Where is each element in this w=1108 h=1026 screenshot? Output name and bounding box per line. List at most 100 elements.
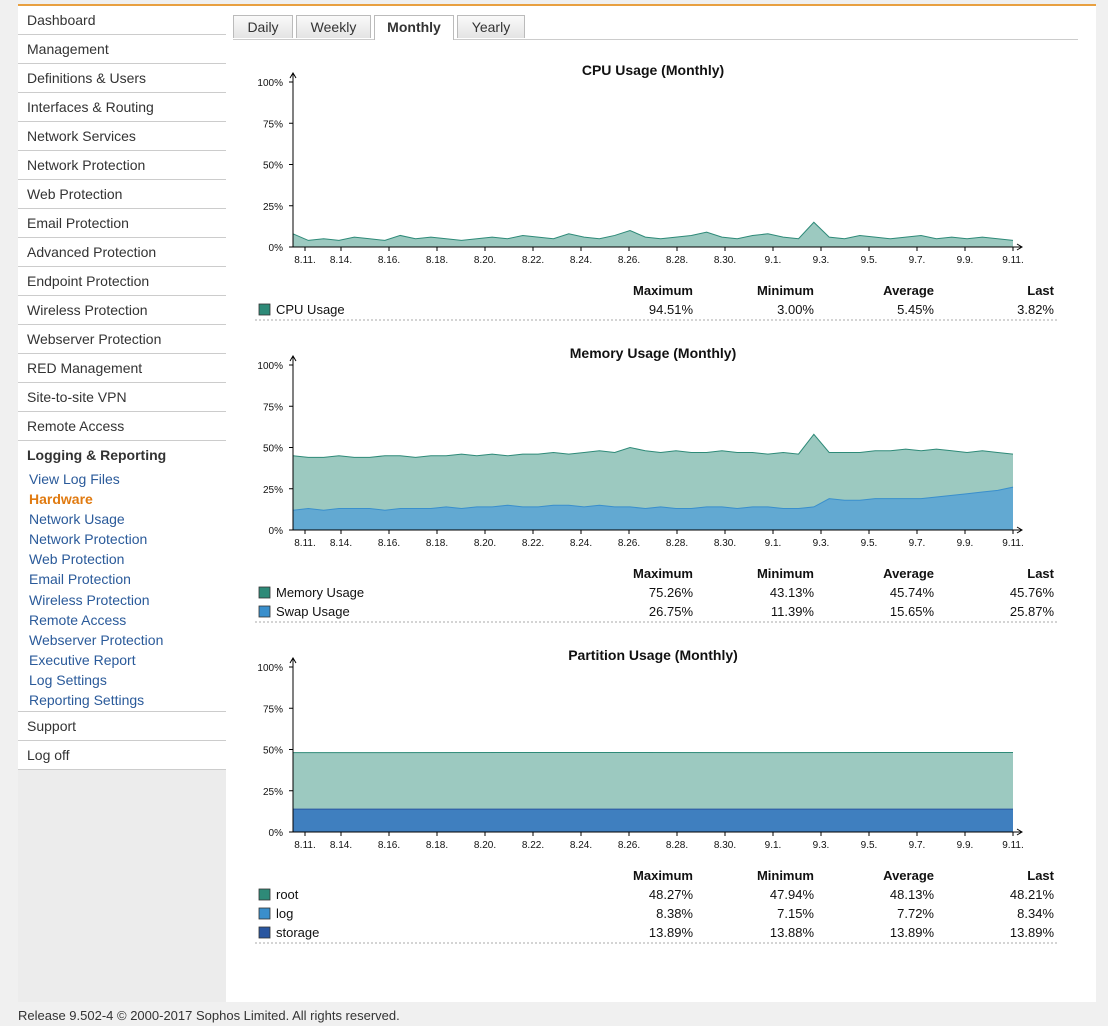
y-tick-label: 0% bbox=[269, 828, 284, 839]
x-tick-label: 8.28. bbox=[666, 538, 688, 549]
x-tick-label: 8.22. bbox=[522, 538, 544, 549]
tab[interactable]: Weekly bbox=[296, 15, 371, 38]
submenu-item[interactable]: Wireless Protection bbox=[29, 591, 150, 608]
stat-value: 13.88% bbox=[770, 925, 815, 940]
legend-label: CPU Usage bbox=[276, 302, 345, 317]
x-tick-label: 8.16. bbox=[378, 255, 400, 266]
tab[interactable]: Monthly bbox=[374, 15, 454, 40]
x-tick-label: 8.20. bbox=[474, 255, 496, 266]
y-tick-label: 75% bbox=[263, 119, 283, 130]
footer: Release 9.502-4 © 2000-2017 Sophos Limit… bbox=[18, 1008, 400, 1023]
menu-item[interactable]: Support bbox=[18, 712, 226, 742]
chart-title: Memory Usage (Monthly) bbox=[570, 345, 736, 361]
menu-section[interactable]: Logging & Reporting bbox=[18, 441, 226, 469]
menu-item[interactable]: Wireless Protection bbox=[18, 296, 226, 325]
chart-title: CPU Usage (Monthly) bbox=[582, 62, 724, 78]
x-axis-arrow bbox=[1016, 243, 1023, 251]
x-tick-label: 9.1. bbox=[765, 840, 782, 851]
stat-value: 13.89% bbox=[890, 925, 935, 940]
y-tick-label: 50% bbox=[263, 161, 283, 172]
stat-header: Last bbox=[1027, 868, 1054, 883]
submenu-item[interactable]: Web Protection bbox=[29, 551, 125, 568]
chart: CPU Usage (Monthly) 0% 25% 50% 75% 100% 8.11. 8… bbox=[255, 62, 1058, 321]
y-tick-label: 25% bbox=[263, 485, 283, 496]
stat-value: 94.51% bbox=[649, 302, 694, 317]
submenu-item[interactable]: Webserver Protection bbox=[29, 631, 164, 648]
submenu-item[interactable]: Network Protection bbox=[29, 531, 148, 548]
y-tick-label: 0% bbox=[269, 243, 284, 254]
submenu: View Log Files Hardware Network Usage Netwo… bbox=[18, 469, 226, 713]
submenu-item[interactable]: Executive Report bbox=[29, 651, 136, 668]
x-tick-label: 9.9. bbox=[957, 840, 974, 851]
legend-label: Memory Usage bbox=[276, 585, 364, 600]
menu-item[interactable]: Dashboard bbox=[18, 6, 226, 35]
stat-value: 75.26% bbox=[649, 585, 694, 600]
x-tick-label: 8.11. bbox=[294, 255, 316, 266]
y-tick-label: 100% bbox=[257, 78, 283, 89]
area-line bbox=[292, 486, 1014, 511]
x-tick-label: 8.24. bbox=[570, 255, 592, 266]
x-tick-label: 8.26. bbox=[618, 840, 640, 851]
tab[interactable]: Yearly bbox=[457, 15, 525, 38]
x-axis-arrow bbox=[1016, 526, 1023, 534]
y-axis-arrow bbox=[289, 355, 297, 362]
x-tick-label: 9.5. bbox=[861, 538, 878, 549]
menu-item[interactable]: Remote Access bbox=[18, 412, 226, 441]
menu-item[interactable]: Email Protection bbox=[18, 209, 226, 238]
menu-item[interactable]: Advanced Protection bbox=[18, 238, 226, 267]
menu-item[interactable]: Definitions & Users bbox=[18, 64, 226, 93]
menu-item[interactable]: Management bbox=[18, 35, 226, 64]
submenu-item[interactable]: Email Protection bbox=[29, 571, 131, 588]
y-tick-label: 25% bbox=[263, 787, 283, 798]
y-tick-label: 25% bbox=[263, 202, 283, 213]
stat-value: 43.13% bbox=[770, 585, 815, 600]
x-tick-label: 8.30. bbox=[714, 538, 736, 549]
x-tick-label: 9.3. bbox=[813, 840, 830, 851]
menu-item[interactable]: Network Services bbox=[18, 122, 226, 151]
x-axis-arrow bbox=[1016, 828, 1023, 836]
menu-item[interactable]: Interfaces & Routing bbox=[18, 93, 226, 122]
stat-value: 3.82% bbox=[1017, 302, 1054, 317]
x-tick-label: 8.11. bbox=[294, 840, 316, 851]
tab[interactable]: Daily bbox=[233, 15, 293, 38]
x-tick-label: 9.3. bbox=[813, 538, 830, 549]
legend-swatch bbox=[258, 586, 271, 599]
stat-header: Minimum bbox=[757, 566, 814, 581]
menu-item[interactable]: Network Protection bbox=[18, 151, 226, 180]
submenu-item[interactable]: View Log Files bbox=[29, 471, 120, 487]
menu-item[interactable]: Web Protection bbox=[18, 180, 226, 209]
y-axis-arrow bbox=[289, 72, 297, 79]
legend-label: log bbox=[276, 906, 293, 921]
legend-label: Swap Usage bbox=[276, 604, 350, 619]
stat-header: Last bbox=[1027, 566, 1054, 581]
submenu-item[interactable]: Reporting Settings bbox=[29, 692, 145, 709]
y-tick-label: 75% bbox=[263, 704, 283, 715]
y-tick-label: 100% bbox=[257, 361, 283, 372]
menu-item[interactable]: Webserver Protection bbox=[18, 325, 226, 354]
x-tick-label: 9.7. bbox=[909, 255, 926, 266]
sidebar: Dashboard Management Definitions & Users In… bbox=[18, 6, 226, 1002]
menu-item[interactable]: Endpoint Protection bbox=[18, 267, 226, 296]
submenu-item[interactable]: Network Usage bbox=[29, 511, 125, 528]
submenu-item[interactable]: Remote Access bbox=[29, 611, 127, 628]
submenu-item[interactable]: Log Settings bbox=[29, 671, 107, 688]
stat-header: Average bbox=[883, 566, 934, 581]
legend-swatch bbox=[258, 303, 271, 316]
y-tick-label: 100% bbox=[257, 663, 283, 674]
x-tick-label: 9.9. bbox=[957, 255, 974, 266]
area-line bbox=[292, 433, 1014, 458]
menu-item[interactable]: Log off bbox=[18, 741, 226, 771]
stat-value: 15.65% bbox=[890, 604, 935, 619]
legend-swatch bbox=[258, 907, 271, 920]
stat-value: 48.13% bbox=[890, 887, 935, 902]
menu-item[interactable]: Site-to-site VPN bbox=[18, 383, 226, 412]
x-tick-label: 8.28. bbox=[666, 840, 688, 851]
menu-item[interactable]: RED Management bbox=[18, 354, 226, 383]
chart: Partition Usage (Monthly) 0% 25% 50% 75% 100%… bbox=[255, 647, 1058, 944]
x-tick-label: 9.11. bbox=[1002, 840, 1024, 851]
submenu-item[interactable]: Hardware bbox=[29, 491, 93, 508]
x-tick-label: 8.30. bbox=[714, 840, 736, 851]
chart: Memory Usage (Monthly) 0% 25% 50% 75% 100% 8.1… bbox=[255, 345, 1058, 623]
x-tick-label: 8.22. bbox=[522, 840, 544, 851]
x-tick-label: 9.11. bbox=[1002, 255, 1024, 266]
